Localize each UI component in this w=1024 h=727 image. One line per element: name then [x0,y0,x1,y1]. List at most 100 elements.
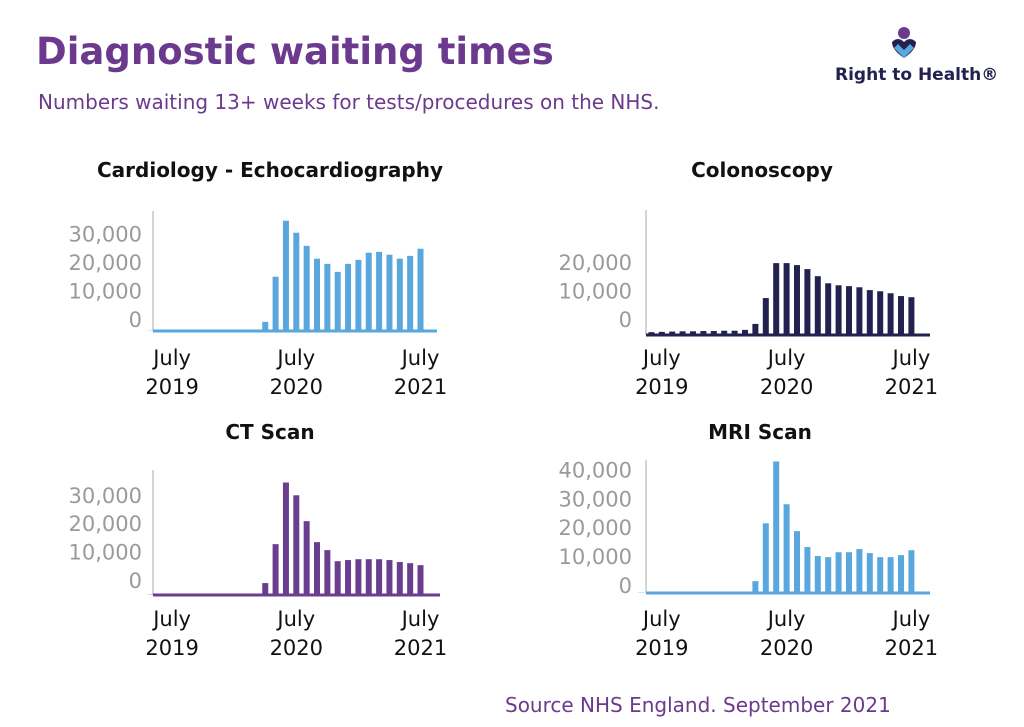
panel-title: MRI Scan [708,420,812,444]
x-tick-label: July 2019 [635,346,689,399]
bar [345,263,352,331]
x-tick-label: July 2020 [269,607,324,660]
bar [376,559,383,595]
x-tick-label: July 2021 [884,607,939,660]
y-tick-label: 20,000 [69,512,142,536]
bar [262,321,269,331]
bar [731,330,738,335]
x-tick-label: July 2020 [759,607,814,660]
bar [752,581,759,593]
bar [846,552,852,593]
bar [314,542,320,595]
source-note: Source NHS England. September 2021 [505,693,891,717]
y-tick-label: 0 [619,574,632,598]
bar [303,521,310,595]
bar [282,482,289,595]
bar [804,269,811,335]
bar [804,547,811,593]
y-tick-label: 20,000 [559,516,632,540]
bar [417,248,424,331]
logo-icon [892,27,916,58]
bar [877,291,884,335]
bar [877,557,884,593]
y-tick-label: 30,000 [69,484,142,508]
bar [386,254,393,331]
y-tick-label: 10,000 [69,279,142,303]
panel-title: Cardiology - Echocardiography [97,158,443,182]
bar [866,290,873,335]
bar [272,544,279,595]
bar [293,495,300,595]
y-tick-label: 10,000 [559,545,632,569]
bar [783,263,790,335]
bar [773,461,780,593]
bar [679,331,686,335]
panel-title: Colonoscopy [691,158,833,182]
bar [898,555,904,593]
panel-title: CT Scan [225,420,314,444]
bar [908,550,915,593]
bar [303,245,310,331]
y-tick-label: 0 [129,308,142,332]
bar [658,331,665,335]
x-tick-label: July 2019 [635,607,689,660]
bar [324,263,331,331]
bar [272,276,279,331]
x-tick-label: July 2019 [145,607,199,660]
bar [262,583,269,595]
bar [856,287,863,335]
bar [814,276,821,335]
y-tick-label: 10,000 [559,280,632,304]
bar [898,296,904,335]
bar [814,555,821,593]
bar [846,286,852,335]
bar [365,559,372,595]
bar [355,559,362,595]
y-tick-label: 20,000 [69,251,142,275]
bar [825,557,832,593]
page-subtitle: Numbers waiting 13+ weeks for tests/proc… [38,90,659,114]
y-tick-label: 30,000 [559,487,632,511]
x-tick-label: July 2021 [393,346,448,399]
y-tick-label: 0 [129,569,142,593]
x-tick-label: July 2020 [759,346,814,399]
y-tick-label: 0 [619,308,632,332]
bar [835,552,842,593]
bar [721,330,728,335]
y-tick-label: 40,000 [559,458,632,482]
bar [386,560,393,595]
bar [794,265,800,335]
bar [835,285,842,335]
bar [334,561,341,595]
bar [314,258,320,331]
bar [700,331,707,335]
bar [742,329,748,335]
bar [417,565,424,595]
y-tick-label: 30,000 [69,222,142,246]
bar [887,557,894,593]
bar [396,562,403,595]
bar [710,331,717,335]
y-tick-label: 20,000 [559,251,632,275]
bar [752,323,759,335]
x-tick-label: July 2020 [269,346,324,399]
bar [762,298,769,335]
bar [887,293,894,335]
bar [345,560,352,595]
bar [407,255,414,331]
bar [783,504,790,593]
bar [762,523,769,593]
bar [355,259,362,331]
bar [690,331,696,335]
brand-name: Right to Health® [835,65,998,85]
bar [866,553,873,593]
y-tick-label: 10,000 [69,541,142,565]
x-tick-label: July 2021 [393,607,448,660]
bar [324,550,331,595]
bar [282,220,289,331]
bar [794,531,800,593]
bar [773,263,780,335]
bar [825,283,832,335]
